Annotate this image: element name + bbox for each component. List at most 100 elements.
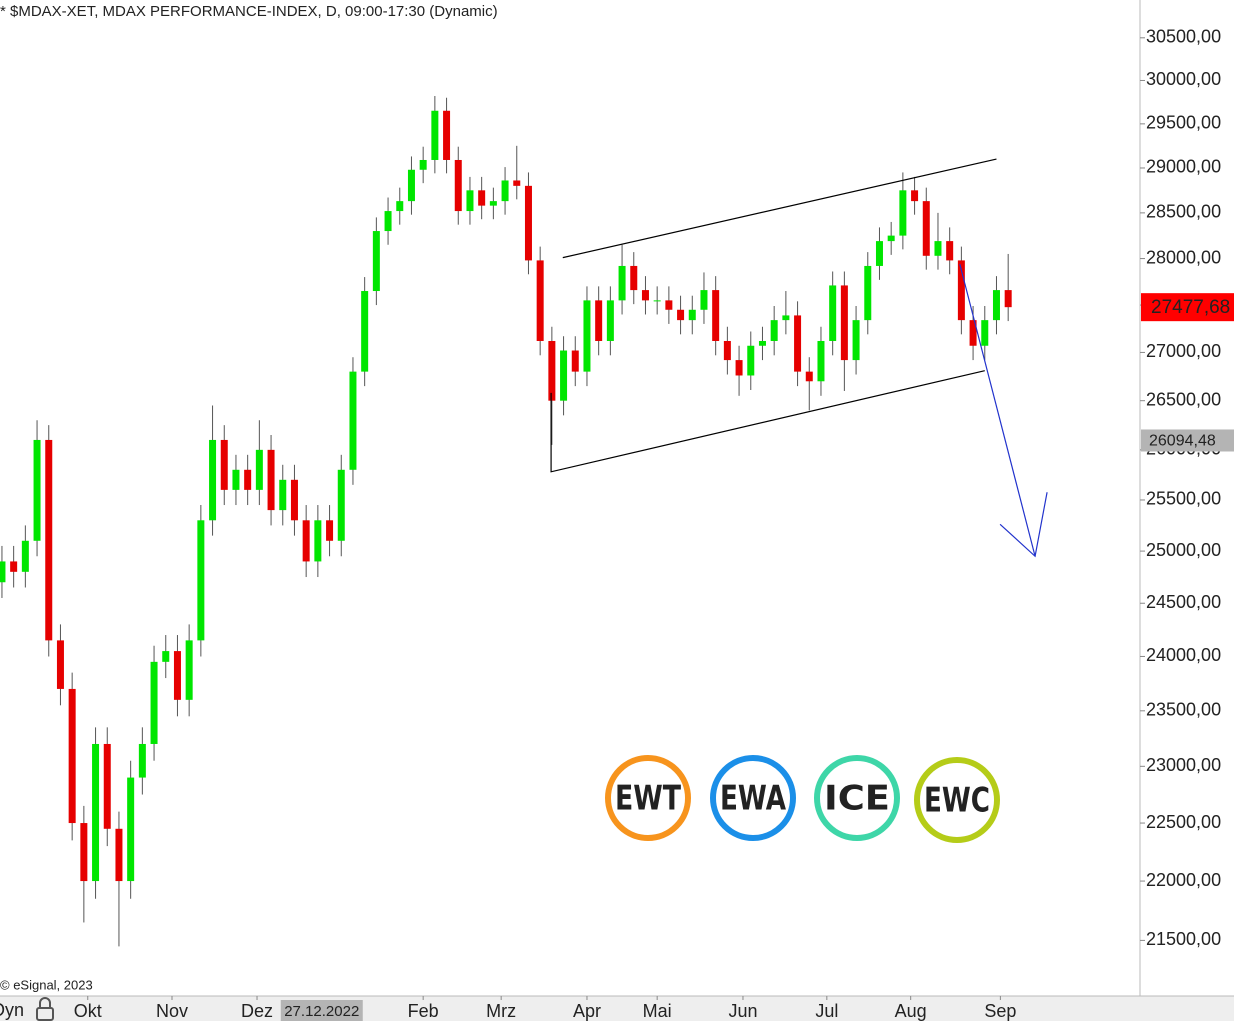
candle-body (10, 561, 18, 572)
candle-body (150, 661, 158, 744)
candle-body (220, 439, 228, 490)
logo-label: EWC (924, 781, 990, 821)
trend-line (550, 370, 985, 473)
x-tick-label: Nov (156, 1001, 188, 1021)
lock-icon (36, 997, 54, 1021)
candle-body (302, 520, 310, 562)
candle-body (899, 190, 907, 236)
candle-body (466, 190, 474, 212)
candle-body (1004, 290, 1012, 308)
y-tick-label: 22500,00 (1146, 812, 1221, 832)
candle-body (981, 320, 989, 346)
copyright: © eSignal, 2023 (0, 977, 93, 992)
candle-body (396, 201, 404, 212)
candle-body (852, 320, 860, 361)
candle-body (92, 743, 100, 882)
candle-body (407, 169, 415, 202)
candle-body (290, 479, 298, 521)
candle-body (173, 651, 181, 700)
candle-body (431, 110, 439, 160)
candle-body (536, 260, 544, 341)
candle-body (115, 828, 123, 882)
candle-body (68, 688, 76, 824)
candle-body (548, 340, 556, 401)
price-marker-box (1141, 293, 1234, 322)
x-tick-label: Jun (728, 1001, 757, 1021)
candle-body (255, 449, 263, 490)
candle-body (244, 469, 252, 490)
y-tick-label: 29500,00 (1146, 113, 1221, 133)
logo-label: EWA (720, 779, 787, 819)
x-tick-label: Aug (895, 1001, 927, 1021)
y-tick-label: 24500,00 (1146, 592, 1221, 612)
y-tick-label: 22000,00 (1146, 870, 1221, 890)
candle-body (361, 291, 369, 372)
y-tick-label: 23500,00 (1146, 700, 1221, 720)
candle-body (864, 265, 872, 321)
candle-body (712, 290, 720, 341)
candle-body (618, 265, 626, 301)
x-tick-label: Apr (573, 1001, 601, 1021)
price-marker-label: 27477,68 (1151, 297, 1230, 318)
candle-body (653, 300, 661, 302)
y-tick-label: 25500,00 (1146, 489, 1221, 509)
candle-body (185, 640, 193, 700)
candle-body (887, 235, 895, 242)
candle-body (946, 241, 954, 261)
candle-body (384, 211, 392, 232)
candle-body (419, 159, 427, 170)
candle-body (103, 743, 111, 829)
candle-body (641, 290, 649, 301)
candle-body (875, 241, 883, 266)
candle-body (80, 823, 88, 882)
candle-body (735, 360, 743, 376)
candle-body (21, 540, 29, 572)
candle-body (583, 300, 591, 372)
candle-body (700, 290, 708, 310)
candle-body (723, 340, 731, 361)
candle-body (805, 371, 813, 382)
candle-body (138, 743, 146, 778)
x-tick-label: Sep (984, 1001, 1016, 1021)
candle-body (747, 345, 755, 376)
candle-body (372, 231, 380, 292)
candle-body (279, 479, 287, 511)
x-marker-label: 27.12.2022 (284, 1003, 359, 1020)
y-tick-label: 21500,00 (1146, 929, 1221, 949)
candle-body (665, 300, 673, 310)
y-tick-label: 28000,00 (1146, 247, 1221, 267)
candle-body (829, 285, 837, 341)
y-tick-label: 30000,00 (1146, 69, 1221, 89)
candle-body (232, 469, 240, 490)
candle-body (162, 651, 170, 662)
x-tick-label: Okt (74, 1001, 102, 1021)
y-tick-label: 27000,00 (1146, 341, 1221, 361)
candle-body (969, 320, 977, 346)
candle-body (45, 439, 53, 641)
candle-body (817, 340, 825, 382)
candle-body (454, 159, 462, 212)
candle-body (501, 180, 509, 202)
x-tick-label: Feb (408, 1001, 439, 1021)
candle-body (688, 309, 696, 321)
candle-body (524, 185, 532, 261)
axis-panel (1140, 0, 1234, 996)
candle-body (794, 315, 802, 372)
logo-ring (710, 755, 796, 841)
y-tick-label: 26500,00 (1146, 389, 1221, 409)
trend-line (562, 158, 997, 259)
x-tick-label: Dez (241, 1001, 273, 1021)
candle-body (606, 300, 614, 341)
candle-body (934, 241, 942, 256)
candle-body (840, 285, 848, 361)
x-tick-label: Mai (643, 1001, 672, 1021)
y-tick-label: 28500,00 (1146, 202, 1221, 222)
candle-body (56, 640, 64, 689)
candle-body (209, 439, 217, 521)
candle-body (630, 265, 638, 291)
candle-body (560, 350, 568, 401)
candle-body (992, 290, 1000, 321)
y-tick-label: 29000,00 (1146, 157, 1221, 177)
x-tick-label: Jul (815, 1001, 838, 1021)
